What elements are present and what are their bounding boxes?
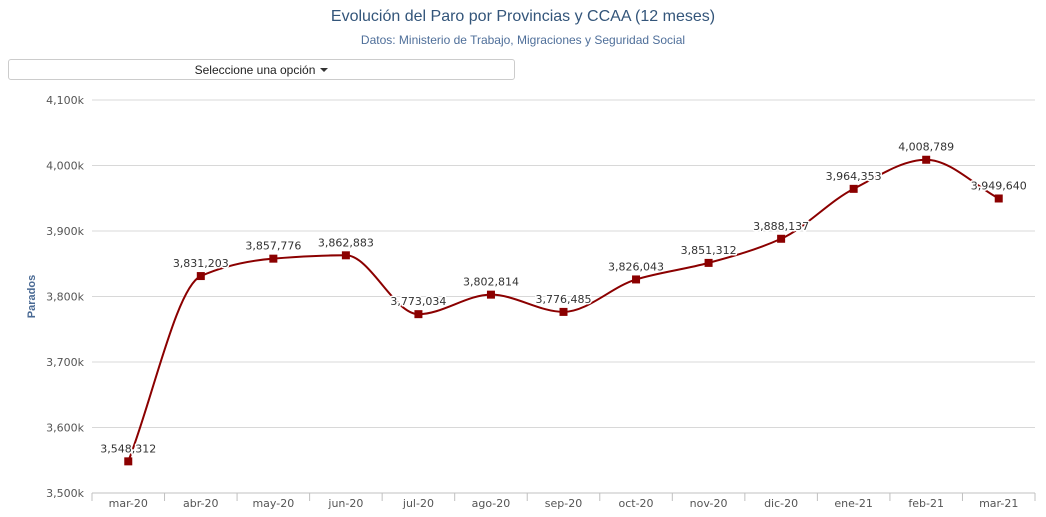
- x-tick-label: ago-20: [472, 497, 511, 510]
- data-point-marker: [559, 307, 568, 316]
- option-select-button[interactable]: Seleccione una opción: [8, 59, 515, 80]
- x-tick-label: feb-21: [908, 497, 944, 510]
- data-label: 3,831,203: [173, 257, 229, 270]
- y-tick-label: 3,800k: [46, 291, 84, 304]
- x-tick-label: sep-20: [545, 497, 582, 510]
- data-label: 3,964,353: [826, 170, 882, 183]
- y-tick-label: 3,700k: [46, 356, 84, 369]
- data-point-marker: [341, 251, 350, 260]
- data-label: 3,857,776: [245, 240, 301, 253]
- data-label: 4,008,789: [898, 141, 954, 154]
- chart-title: Evolución del Paro por Provincias y CCAA…: [330, 8, 716, 25]
- data-label: 3,888,137: [753, 220, 809, 233]
- x-tick-label: jul-20: [402, 497, 434, 510]
- y-tick-label: 4,000k: [46, 160, 84, 173]
- data-point-marker: [704, 258, 713, 267]
- x-tick-label: ene-21: [834, 497, 872, 510]
- data-point-marker: [414, 310, 423, 319]
- data-label: 3,862,883: [318, 236, 374, 249]
- x-tick-label: nov-20: [690, 497, 728, 510]
- data-point-marker: [922, 155, 931, 164]
- x-tick-label: abr-20: [183, 497, 219, 510]
- chart-subtitle: Datos: Ministerio de Trabajo, Migracione…: [360, 33, 686, 47]
- data-label: 3,773,034: [390, 295, 446, 308]
- data-point-marker: [849, 184, 858, 193]
- x-tick-label: jun-20: [327, 497, 363, 510]
- caret-down-icon: [320, 67, 329, 72]
- y-tick-label: 3,500k: [46, 487, 84, 500]
- data-point-marker: [632, 275, 641, 284]
- data-label: 3,776,485: [536, 293, 592, 306]
- data-point-marker: [124, 457, 133, 466]
- data-label: 3,802,814: [463, 276, 519, 289]
- x-tick-label: may-20: [252, 497, 294, 510]
- x-tick-label: mar-21: [979, 497, 1018, 510]
- data-label: 3,826,043: [608, 260, 664, 273]
- data-point-marker: [777, 234, 786, 243]
- data-point-marker: [269, 254, 278, 263]
- y-axis-title: Parados: [26, 275, 38, 318]
- data-label: 3,949,640: [971, 179, 1027, 192]
- option-select-label: Seleccione una opción: [194, 62, 316, 77]
- x-tick-label: oct-20: [619, 497, 654, 510]
- x-tick-label: dic-20: [764, 497, 798, 510]
- data-point-marker: [196, 272, 205, 281]
- data-label: 3,548,312: [100, 442, 156, 455]
- data-label: 3,851,312: [681, 244, 737, 257]
- y-tick-label: 4,100k: [46, 94, 84, 107]
- y-tick-label: 3,900k: [46, 225, 84, 238]
- y-tick-label: 3,600k: [46, 422, 84, 435]
- data-point-marker: [994, 194, 1003, 203]
- data-point-marker: [486, 290, 495, 299]
- x-tick-label: mar-20: [109, 497, 148, 510]
